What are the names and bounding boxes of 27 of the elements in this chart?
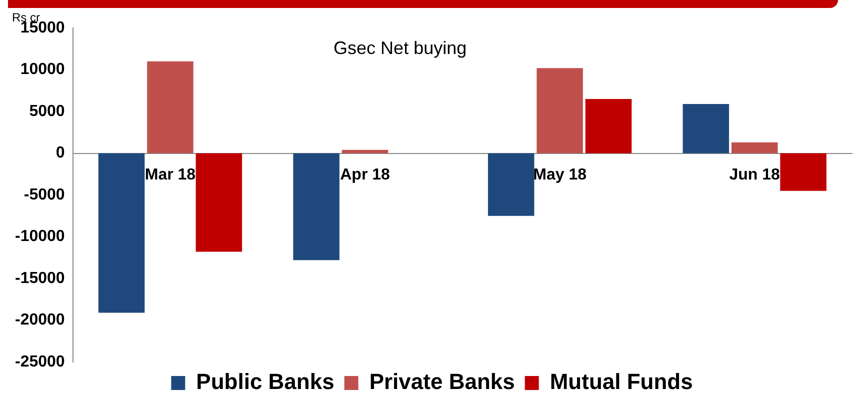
y-tick-label: 5000 xyxy=(29,102,65,120)
y-tick-label: 0 xyxy=(56,144,65,162)
bar xyxy=(585,98,632,154)
y-tick-label: -15000 xyxy=(14,270,65,287)
legend-label: Private Banks xyxy=(369,369,515,394)
text: Gsec Net buying xyxy=(334,38,467,58)
bar xyxy=(293,153,340,260)
bar xyxy=(682,104,730,154)
y-tick-label: 10000 xyxy=(20,61,65,78)
bar xyxy=(196,153,242,252)
y-tick-label: -20000 xyxy=(14,312,65,329)
bar xyxy=(536,68,583,154)
bar xyxy=(98,153,145,313)
bar xyxy=(731,142,778,154)
x-tick-label: Mar 18 xyxy=(144,166,196,184)
bar xyxy=(780,153,826,191)
y-tick-label: -5000 xyxy=(24,186,65,204)
y-tick-label: -10000 xyxy=(14,228,65,246)
x-tick-label: Apr 18 xyxy=(340,166,390,184)
y-tick-label: -25000 xyxy=(14,353,65,370)
x-tick-label: May 18 xyxy=(533,166,587,184)
legend-label: Public Banks xyxy=(196,369,334,394)
bar xyxy=(342,150,388,154)
legend-label: Mutual Funds xyxy=(550,369,693,394)
bar xyxy=(488,153,534,216)
x-tick-label: Jun 18 xyxy=(729,166,780,184)
bar xyxy=(147,61,194,154)
